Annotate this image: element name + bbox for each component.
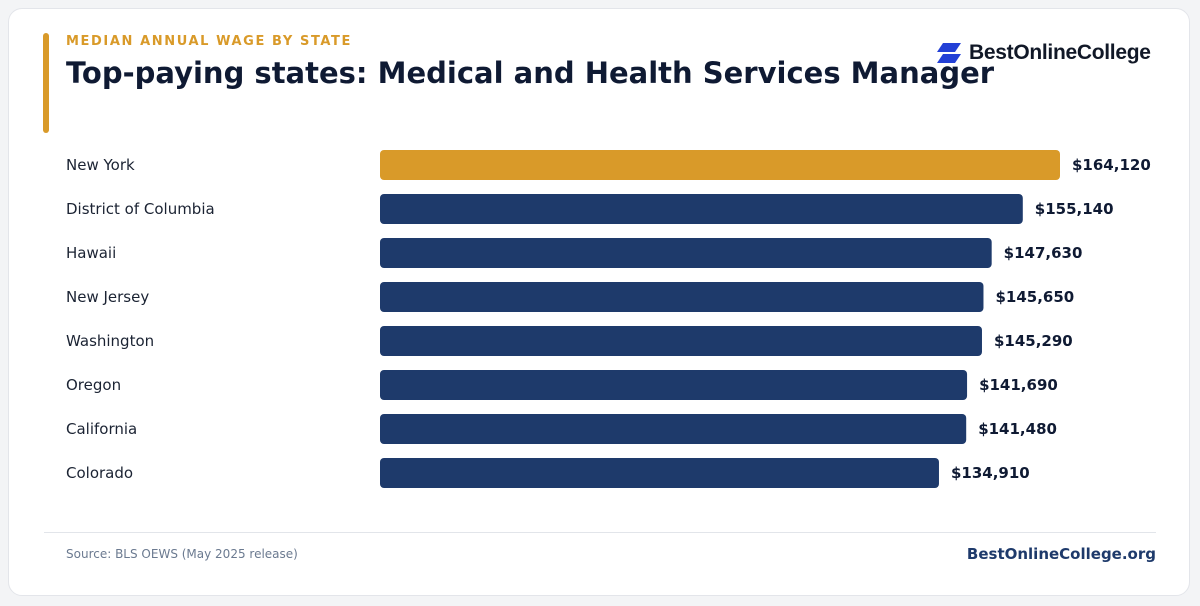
bar: [380, 326, 982, 356]
value-label: $145,650: [995, 288, 1074, 306]
site-link[interactable]: BestOnlineCollege.org: [966, 545, 1156, 563]
bar: [380, 238, 992, 268]
value-label: $141,690: [979, 376, 1058, 394]
category-label: New Jersey: [66, 288, 149, 306]
value-label: $164,120: [1072, 156, 1151, 174]
category-label: Hawaii: [66, 244, 116, 262]
bar: [380, 414, 967, 444]
value-label: $134,910: [951, 464, 1030, 482]
value-label: $155,140: [1035, 200, 1114, 218]
value-label: $147,630: [1004, 244, 1083, 262]
value-label: $141,480: [978, 420, 1057, 438]
source-note: Source: BLS OEWS (May 2025 release): [66, 547, 298, 561]
bar: [380, 458, 939, 488]
bar: [380, 150, 1060, 180]
category-label: Colorado: [66, 464, 133, 482]
brand-logo[interactable]: BestOnlineCollege: [936, 40, 1151, 66]
category-label: Washington: [66, 332, 154, 350]
value-label: $145,290: [994, 332, 1073, 350]
stacked-parallelogram-icon: [937, 43, 961, 63]
chart-title: Top-paying states: Medical and Health Se…: [66, 56, 995, 90]
chart-eyebrow: MEDIAN ANNUAL WAGE BY STATE: [66, 34, 353, 49]
brand-logo-text: BestOnlineCollege: [969, 41, 1151, 64]
category-label: District of Columbia: [66, 200, 215, 218]
bar: [380, 282, 984, 312]
bar: [380, 194, 1023, 224]
category-label: California: [66, 420, 137, 438]
footer-divider: [44, 532, 1156, 533]
category-label: Oregon: [66, 376, 121, 394]
bar: [380, 370, 968, 400]
category-label: New York: [66, 156, 135, 174]
title-accent-bar: [43, 33, 49, 133]
